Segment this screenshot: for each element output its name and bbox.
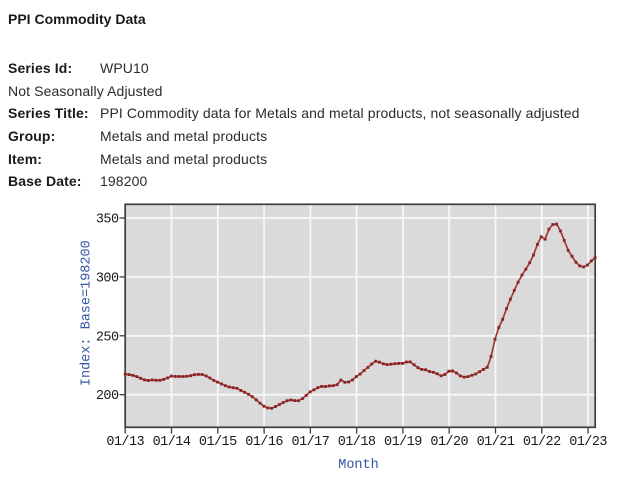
svg-text:250: 250 — [96, 330, 119, 345]
svg-text:01/17: 01/17 — [292, 435, 330, 450]
svg-text:01/23: 01/23 — [569, 435, 607, 450]
svg-text:300: 300 — [96, 271, 119, 286]
svg-text:01/22: 01/22 — [523, 435, 561, 450]
svg-text:200: 200 — [96, 389, 119, 404]
svg-text:01/15: 01/15 — [199, 435, 237, 450]
svg-text:01/18: 01/18 — [338, 435, 376, 450]
svg-text:350: 350 — [96, 213, 119, 228]
svg-text:01/13: 01/13 — [106, 435, 144, 450]
svg-text:01/19: 01/19 — [384, 435, 422, 450]
svg-text:01/14: 01/14 — [153, 435, 191, 450]
svg-text:Month: Month — [338, 458, 379, 473]
svg-text:01/16: 01/16 — [245, 435, 283, 450]
svg-text:01/21: 01/21 — [477, 435, 515, 450]
svg-text:Index: Base=198200: Index: Base=198200 — [80, 240, 95, 386]
svg-text:01/20: 01/20 — [430, 435, 468, 450]
